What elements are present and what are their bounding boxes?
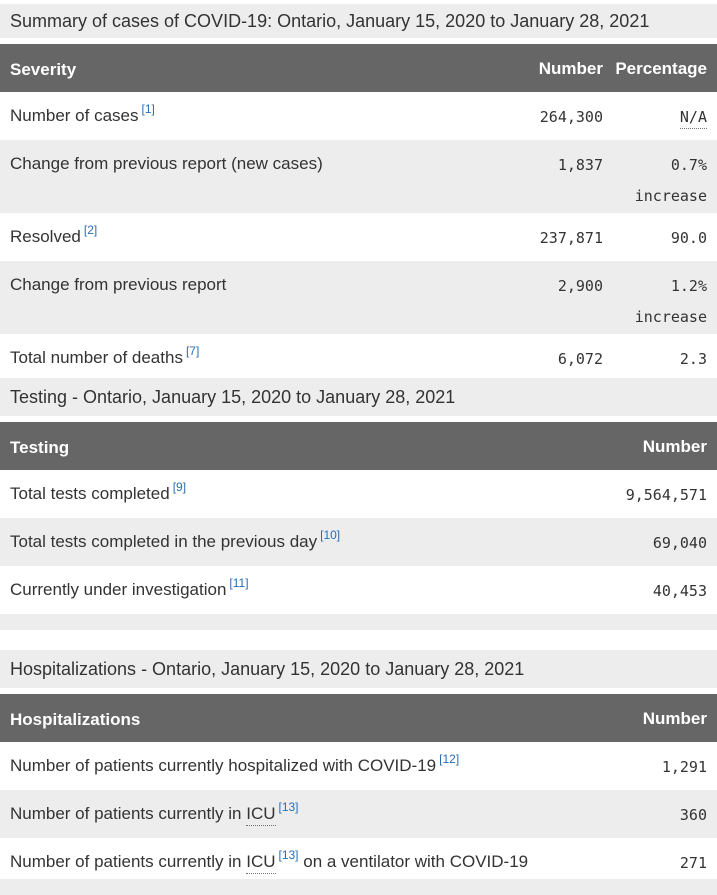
icu-abbr[interactable]: ICU <box>246 804 276 826</box>
row-label: Number of patients currently hospitalize… <box>10 742 597 790</box>
row-label-text: Total tests completed in the previous da… <box>10 532 318 551</box>
row-percentage: 90.0 <box>670 229 707 247</box>
row-label-suffix: on a ventilator with COVID-19 <box>298 852 529 871</box>
row-label-text: Change from previous report <box>10 275 227 294</box>
testing-table-caption: Testing - Ontario, January 15, 2020 to J… <box>0 378 717 416</box>
icu-abbr[interactable]: ICU <box>246 852 276 874</box>
row-number: 271 <box>679 854 707 872</box>
testing-table-header: Testing Number <box>0 422 717 470</box>
hospitalizations-table-caption: Hospitalizations - Ontario, January 15, … <box>0 650 717 688</box>
row-label-text: Number of patients currently in <box>10 852 247 871</box>
table-row: Number of cases [1] 264,300 N/A <box>0 92 717 140</box>
table-row: Number of patients currently in ICU [13] … <box>0 790 717 838</box>
table-row: Total tests completed [9] 9,564,571 <box>0 470 717 518</box>
row-label: Number of patients currently in ICU [13] … <box>10 838 597 879</box>
table-row: Change from previous report 2,900 1.2% i… <box>0 261 717 334</box>
footnote-link[interactable]: [13] <box>278 848 299 863</box>
table-row: Change from previous report (new cases) … <box>0 140 717 213</box>
footnote-link[interactable]: [7] <box>185 344 200 359</box>
hospitalizations-section: Hospitalizations - Ontario, January 15, … <box>0 650 717 895</box>
na-abbr[interactable]: N/A <box>679 108 707 129</box>
row-number: 1,291 <box>661 758 707 776</box>
table-row: Number of patients currently in ICU [13] … <box>0 838 717 879</box>
row-label: Number of patients currently in ICU [13] <box>10 790 597 838</box>
footnote-link[interactable]: [11] <box>229 576 249 591</box>
row-label: Number of cases [1] <box>10 92 493 140</box>
row-label: Change from previous report <box>10 261 493 334</box>
row-label: Change from previous report (new cases) <box>10 140 493 213</box>
percentage-direction: increase <box>634 308 707 326</box>
row-label: Resolved [2] <box>10 213 493 261</box>
cases-section: Summary of cases of COVID-19: Ontario, J… <box>0 4 717 378</box>
spacer <box>0 38 717 44</box>
row-number: 2,900 <box>557 277 603 295</box>
col-header-number: Number <box>538 59 603 78</box>
footnote-link[interactable]: [12] <box>439 752 460 767</box>
row-number: 6,072 <box>557 350 603 368</box>
table-row: Total tests completed in the previous da… <box>0 518 717 566</box>
col-header-number: Number <box>642 437 707 456</box>
row-number: 237,871 <box>539 229 603 247</box>
row-number: 40,453 <box>652 582 707 600</box>
section-gap <box>0 630 717 650</box>
cases-table-header: Severity Number Percentage <box>0 44 717 92</box>
row-label-text: Number of patients currently in <box>10 804 247 823</box>
row-label: Total number of deaths [7] <box>10 334 493 378</box>
row-percentage: N/A <box>603 92 707 140</box>
row-label: Currently under investigation [11] <box>10 566 597 614</box>
col-header-testing: Testing <box>10 438 70 457</box>
spacer <box>0 688 717 694</box>
footnote-link[interactable]: [1] <box>141 102 155 117</box>
footnote-link[interactable]: [9] <box>172 480 187 495</box>
row-label: Total tests completed [9] <box>10 470 597 518</box>
row-label-text: Total tests completed <box>10 484 170 503</box>
row-number: 69,040 <box>652 534 707 552</box>
percentage-value: 0.7% <box>670 156 707 174</box>
hospitalizations-table-header: Hospitalizations Number <box>0 694 717 742</box>
row-percentage: 0.7% increase <box>603 140 707 213</box>
spacer <box>0 416 717 422</box>
row-percentage: 1.2% increase <box>603 261 707 334</box>
table-bottom-strip <box>0 879 717 895</box>
row-label-text: Total number of deaths <box>10 348 183 367</box>
row-label: Total tests completed in the previous da… <box>10 518 597 566</box>
footnote-link[interactable]: [13] <box>278 800 299 815</box>
row-label-text: Change from previous report (new cases) <box>10 154 323 173</box>
footnote-link[interactable]: [10] <box>320 528 341 543</box>
row-number: 9,564,571 <box>625 486 707 504</box>
col-header-severity: Severity <box>10 60 77 79</box>
percentage-value: 1.2% <box>670 277 707 295</box>
testing-section: Testing - Ontario, January 15, 2020 to J… <box>0 378 717 630</box>
col-header-hospitalizations: Hospitalizations <box>10 710 141 729</box>
cases-table-caption: Summary of cases of COVID-19: Ontario, J… <box>0 4 717 38</box>
table-row: Resolved [2] 237,871 90.0 <box>0 213 717 261</box>
row-label-text: Currently under investigation <box>10 580 227 599</box>
table-row: Currently under investigation [11] 40,453 <box>0 566 717 614</box>
row-label-text: Number of cases <box>10 106 139 125</box>
table-bottom-strip <box>0 614 717 630</box>
row-number: 1,837 <box>557 156 603 174</box>
row-number: 264,300 <box>539 108 603 126</box>
table-row: Total number of deaths [7] 6,072 2.3 <box>0 334 717 378</box>
row-percentage: 2.3 <box>679 350 707 368</box>
table-row: Number of patients currently hospitalize… <box>0 742 717 790</box>
percentage-direction: increase <box>634 187 707 205</box>
row-label-text: Resolved <box>10 227 81 246</box>
col-header-percentage: Percentage <box>615 59 707 78</box>
col-header-number: Number <box>642 709 707 728</box>
row-number: 360 <box>679 806 707 824</box>
row-label-text: Number of patients currently hospitalize… <box>10 756 437 775</box>
footnote-link[interactable]: [2] <box>83 223 98 238</box>
